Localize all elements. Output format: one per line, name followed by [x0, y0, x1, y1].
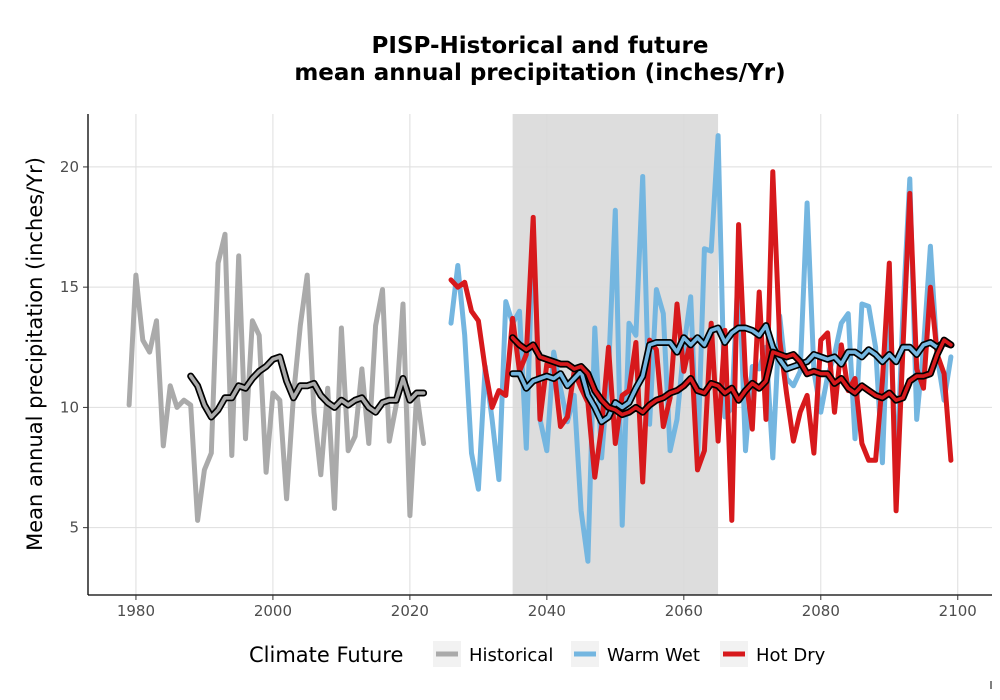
chart-title-line1: PISP-Historical and future [372, 33, 709, 59]
mean-line-warm-wet-10-yr-mean [510, 323, 953, 424]
tick-labels: 1980 2000 2020 2040 2060 2080 2100 5 10 15 20 [60, 158, 977, 620]
y-tick-label: 15 [60, 278, 79, 296]
legend-entries: Historical Warm Wet Hot Dry [433, 641, 826, 667]
x-tick-label: 2040 [528, 602, 566, 620]
y-tick-label: 5 [69, 519, 79, 537]
legend-label-warm-wet: Warm Wet [607, 645, 700, 666]
legend-label-hot-dry: Hot Dry [756, 645, 826, 666]
chart-title-line2: mean annual precipitation (inches/Yr) [294, 60, 785, 86]
y-tick-label: 20 [60, 158, 79, 176]
mean-line-hot-dry-10-yr-mean [510, 335, 953, 417]
x-tick-label: 2100 [939, 602, 977, 620]
x-tick-label: 2080 [802, 602, 840, 620]
x-tick-label: 2060 [665, 602, 703, 620]
x-tick-label: 2000 [254, 602, 292, 620]
x-tick-label: 2020 [391, 602, 429, 620]
mean-line-historical-10-yr-mean [188, 355, 426, 419]
legend-label-historical: Historical [469, 645, 553, 666]
series-line-historical [126, 231, 427, 523]
legend: Climate Future Historical Warm Wet Hot Dry [249, 641, 826, 667]
y-tick-label: 10 [60, 398, 79, 416]
y-axis-label: Mean annual precipitation (inches/Yr) [23, 157, 47, 551]
x-tick-label: 1980 [117, 602, 155, 620]
series-layer [126, 133, 955, 564]
chart-title: PISP-Historical and future mean annual p… [294, 33, 785, 86]
legend-title: Climate Future [249, 643, 403, 667]
series-line-hot-dry [448, 169, 954, 523]
axes [87, 114, 992, 596]
